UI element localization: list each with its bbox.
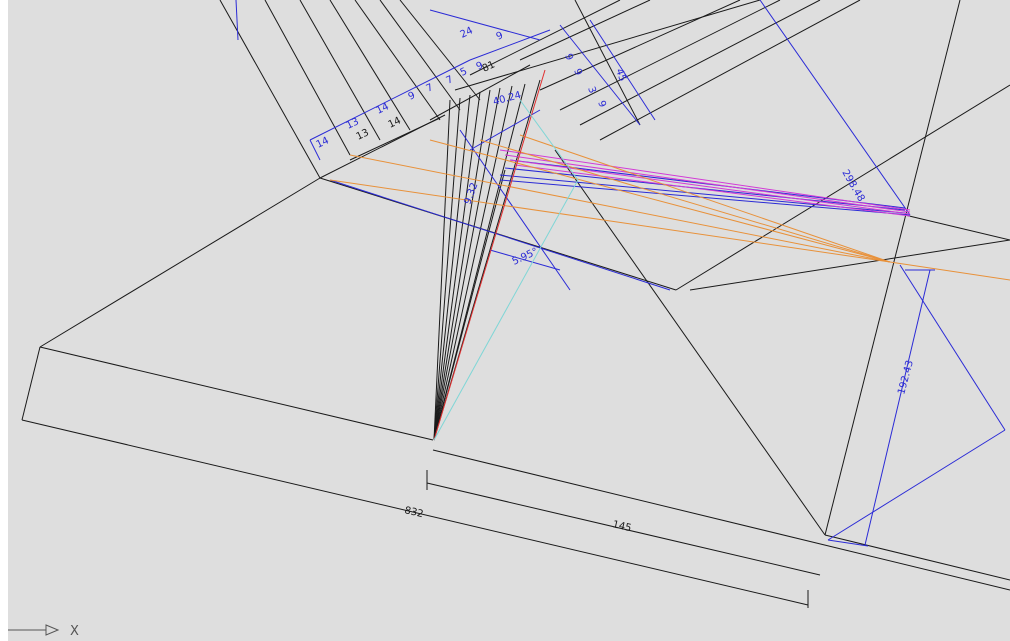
ucs-x-label: X	[70, 624, 79, 639]
ucs-arrow-icon	[45, 624, 60, 636]
dim-40-24: 40.24	[492, 90, 523, 108]
dim-13-a: 13	[345, 116, 361, 131]
orange-ray-layer	[329, 134, 1010, 281]
accent-lines-layer	[433, 69, 579, 441]
dim-192-43: 192.43	[896, 359, 916, 396]
dim-9-32: 9.32	[462, 181, 480, 206]
cad-drawing: 14 13 13 14 14 9 7 7 5 9 24 9 81 40.24 9…	[21, 0, 1010, 608]
dim-14-a: 14	[315, 135, 331, 150]
dim-9-c: 9	[495, 30, 505, 43]
dim-7-b: 7	[445, 74, 455, 87]
dim-13-b: 13	[355, 127, 371, 142]
ucs-icon: X	[8, 624, 79, 639]
dim-5-a: 5	[459, 66, 469, 79]
dim-45: 45	[613, 67, 628, 83]
dim-9-a: 9	[407, 90, 417, 103]
drawing-canvas[interactable]: 14 13 13 14 14 9 7 7 5 9 24 9 81 40.24 9…	[8, 0, 1010, 641]
dim-9-b: 9	[475, 60, 485, 73]
dim-14-b: 14	[375, 101, 391, 116]
dimension-labels: 14 13 13 14 14 9 7 7 5 9 24 9 81 40.24 9…	[315, 25, 916, 534]
dim-3: 3	[585, 85, 598, 95]
dim-14-c: 14	[387, 115, 403, 130]
dim-298-48: 298.48	[839, 168, 866, 204]
dim-145: 145	[611, 519, 632, 534]
dim-81: 81	[481, 59, 497, 74]
dim-832: 832	[403, 505, 424, 520]
dim-9-f: 9	[595, 99, 608, 109]
dim-9-e: 9	[571, 67, 584, 77]
dim-24-a: 24	[459, 25, 475, 40]
dim-7-a: 7	[425, 82, 435, 95]
dim-5-95-degrees: 5.95°	[511, 246, 540, 267]
dim-9-d: 9	[562, 52, 575, 62]
